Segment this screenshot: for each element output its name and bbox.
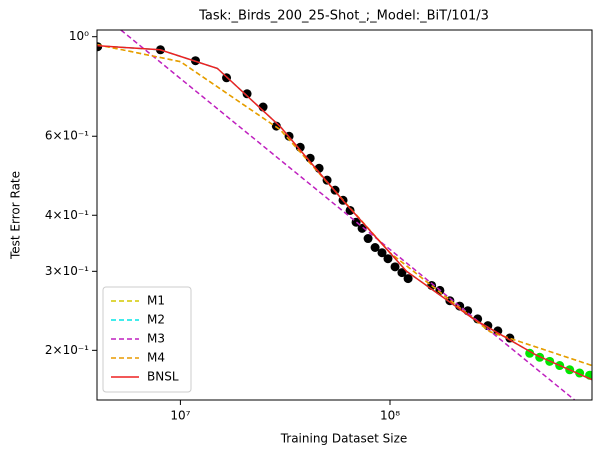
line-series <box>97 44 592 381</box>
chart-title: Task:_Birds_200_25-Shot_;_Model:_BiT/101… <box>198 9 489 24</box>
data-point <box>390 262 400 272</box>
data-point <box>403 274 413 284</box>
legend-label: M2 <box>147 313 165 327</box>
line-series <box>120 30 576 400</box>
data-point <box>242 89 252 99</box>
y-tick-label: 4×10⁻¹ <box>45 208 89 222</box>
y-axis-label: Test Error Rate <box>9 171 23 260</box>
data-point <box>397 268 407 278</box>
data-point <box>525 348 535 358</box>
data-point <box>370 243 380 253</box>
plot-area <box>97 30 592 400</box>
data-point <box>305 153 315 163</box>
y-tick-label: 6×10⁻¹ <box>45 129 89 143</box>
legend-label: M1 <box>147 294 165 308</box>
legend-box <box>102 286 192 393</box>
data-point <box>322 175 332 185</box>
y-tick-label: 10⁰ <box>69 29 89 43</box>
data-point <box>505 333 515 343</box>
y-tick-label: 3×10⁻¹ <box>45 264 89 278</box>
legend-label: M3 <box>147 332 165 346</box>
data-point <box>363 234 373 244</box>
legend-label: BNSL <box>147 370 179 384</box>
data-point <box>97 42 103 52</box>
data-point <box>383 254 393 264</box>
x-tick-label: 10⁸ <box>380 409 400 423</box>
data-point <box>345 205 355 215</box>
legend-label: M4 <box>147 351 165 365</box>
x-tick-label: 10⁷ <box>170 409 190 423</box>
data-point <box>357 223 367 233</box>
x-axis-label: Training Dataset Size <box>280 432 408 446</box>
data-point <box>377 248 387 258</box>
y-tick-label: 2×10⁻¹ <box>45 343 89 357</box>
